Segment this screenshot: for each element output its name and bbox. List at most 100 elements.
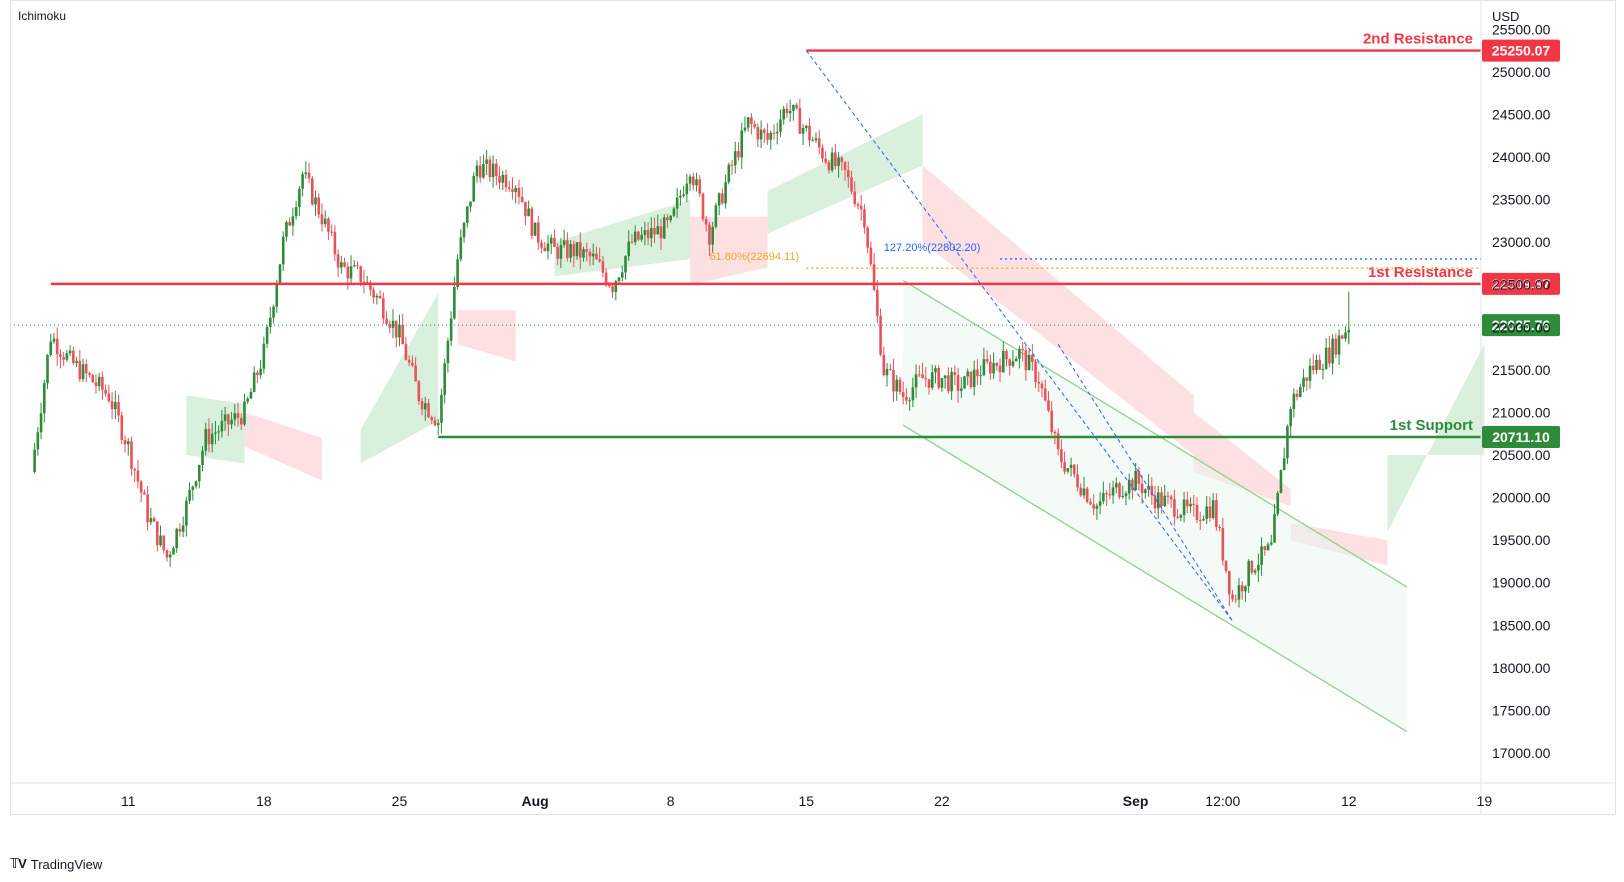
y-tick-label: 23000.00 — [1492, 234, 1551, 250]
indicator-label[interactable]: Ichimoku — [18, 9, 66, 23]
level-lines: 2nd Resistance 25250.07 1st Resistance 2250… — [10, 31, 1560, 449]
candle-body — [94, 382, 98, 386]
tradingview-logo-icon[interactable]: 𝕋V — [10, 856, 27, 871]
candle-body — [850, 177, 853, 192]
candle-body — [801, 127, 805, 134]
candle-body — [88, 373, 91, 375]
candle-body — [1169, 496, 1173, 500]
candle-body — [249, 391, 253, 399]
current-price-label: 22025.76 — [1492, 317, 1551, 333]
candle-body — [272, 306, 275, 318]
candle-body — [1289, 408, 1292, 427]
price-axis[interactable]: 25500.00 25000.00 24500.00 24000.00 23500.00… — [1492, 21, 1551, 761]
candle-body — [956, 374, 960, 391]
candle-body — [1305, 377, 1309, 381]
candle-body — [204, 428, 208, 451]
cloud-segment — [457, 310, 516, 362]
candle-body — [1311, 365, 1315, 371]
candle-body — [876, 290, 879, 316]
candle-body — [1211, 500, 1215, 519]
y-tick-label: 19500.00 — [1492, 532, 1551, 548]
candle-body — [905, 397, 908, 401]
candle-body — [72, 350, 75, 364]
y-tick-label: 22500.00 — [1492, 277, 1551, 293]
candle-body — [369, 282, 372, 290]
candle-body — [1192, 503, 1196, 505]
candle-body — [1198, 520, 1202, 522]
candle-body — [1308, 365, 1312, 381]
candle-body — [792, 104, 795, 111]
candle-body — [827, 162, 831, 171]
brand-name[interactable]: TradingView — [30, 856, 103, 872]
fib-level-label: 61.80%(22694.11) — [709, 251, 799, 263]
cloud-segment — [554, 199, 691, 277]
candle-body — [156, 521, 159, 546]
candle-body — [937, 368, 940, 388]
time-axis[interactable]: 11 18 25 Aug 8 15 22 Sep 12:00 12 19 — [121, 793, 1492, 809]
candle-body — [1195, 504, 1199, 521]
x-tick-label: 25 — [392, 793, 408, 809]
candle-body — [233, 413, 237, 420]
candle-body — [256, 372, 259, 376]
candle-body — [278, 264, 282, 285]
candle-body — [1186, 499, 1189, 507]
candle-body — [1124, 493, 1128, 497]
candle-body — [75, 360, 78, 364]
candle-body — [1176, 516, 1179, 518]
candle-body — [675, 197, 679, 209]
candle-body — [1344, 332, 1347, 339]
candle-body — [159, 535, 162, 546]
candle-body — [152, 518, 156, 522]
candle-body — [772, 132, 776, 134]
candle-body — [691, 176, 695, 186]
candle-body — [1273, 514, 1276, 543]
candle-body — [805, 125, 808, 128]
candle-body — [488, 159, 492, 178]
y-tick-label: 22000.00 — [1492, 319, 1551, 335]
candle-body — [627, 241, 631, 257]
candlestick-chart[interactable]: 2nd Resistance 25250.07 1st Resistance 2250… — [10, 0, 1616, 848]
candle-body — [1056, 433, 1060, 450]
candle-body — [230, 419, 233, 425]
candle-body — [420, 401, 424, 410]
candle-body — [537, 222, 540, 243]
candle-body — [527, 208, 530, 217]
candle-body — [1037, 381, 1041, 384]
candle-body — [940, 378, 944, 388]
candle-body — [611, 286, 614, 293]
candle-body — [126, 441, 130, 445]
y-tick-label: 18000.00 — [1492, 660, 1551, 676]
candle-body — [569, 244, 572, 258]
candle-body — [323, 218, 327, 225]
candle-body — [217, 431, 220, 433]
candle-body — [759, 129, 763, 140]
candle-body — [1334, 338, 1338, 355]
candle-body — [1237, 585, 1241, 600]
candle-body — [662, 217, 666, 239]
candle-body — [795, 104, 798, 109]
candle-body — [110, 401, 114, 409]
candle-body — [317, 197, 321, 215]
level-price-tag — [1482, 39, 1560, 62]
candle-body — [482, 163, 485, 178]
candle-body — [68, 350, 72, 354]
candle-body — [701, 193, 705, 220]
candle-body — [514, 188, 518, 193]
candle-body — [84, 364, 88, 374]
y-tick-label: 24500.00 — [1492, 106, 1551, 122]
candle-body — [294, 207, 298, 217]
candle-body — [398, 324, 401, 338]
candle-body — [643, 230, 647, 235]
cloud-segment — [360, 293, 439, 464]
candle-body — [1053, 432, 1057, 434]
fib-level-label: 127.20%(22802.20) — [884, 242, 981, 254]
channel-lower-line — [902, 424, 1408, 733]
candle-body — [637, 231, 640, 240]
candle-body — [1250, 560, 1254, 573]
candle-body — [520, 196, 524, 202]
candle-body — [659, 226, 663, 239]
candle-body — [372, 289, 375, 298]
level-name: 1st Resistance — [1368, 264, 1473, 281]
candle-body — [165, 550, 169, 558]
candle-body — [1134, 470, 1137, 491]
